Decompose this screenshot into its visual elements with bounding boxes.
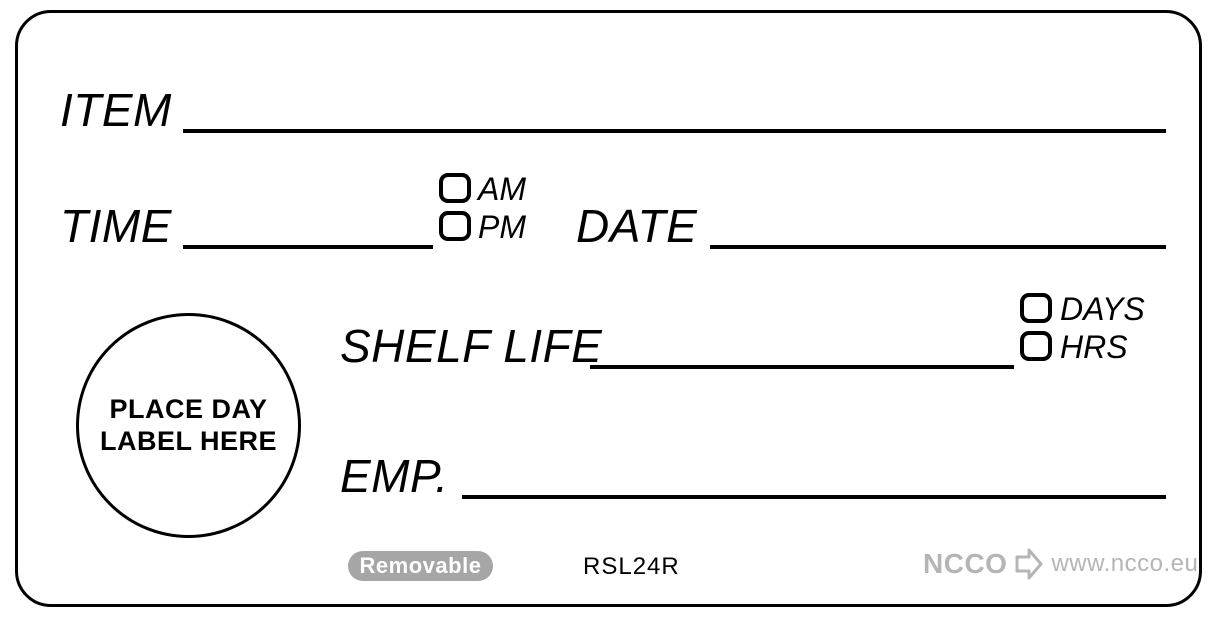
item-label: ITEM <box>60 83 172 137</box>
days-checkbox[interactable] <box>1020 293 1052 323</box>
removable-text: Removable <box>360 553 482 579</box>
day-label-circle[interactable]: PLACE DAY LABEL HERE <box>76 313 301 538</box>
hrs-checkbox[interactable] <box>1020 331 1052 361</box>
hrs-label: HRS <box>1060 329 1128 366</box>
date-underline[interactable] <box>710 245 1166 249</box>
pm-label: PM <box>478 209 526 246</box>
shelf-life-underline[interactable] <box>590 365 1014 369</box>
brand-url: www.ncco.eu <box>1051 550 1198 578</box>
emp-underline[interactable] <box>462 495 1166 499</box>
sku-code: RSL24R <box>583 553 680 581</box>
date-label: DATE <box>576 199 697 253</box>
day-circle-line1: PLACE DAY <box>109 394 267 424</box>
label-card: ITEM TIME AM PM DATE SHELF LIFE DAYS HRS… <box>15 10 1202 607</box>
brand-arrow-icon <box>1015 547 1043 581</box>
emp-label: EMP. <box>340 449 449 503</box>
pm-checkbox[interactable] <box>439 211 471 241</box>
time-underline[interactable] <box>183 245 433 249</box>
brand-name: NCCO <box>923 548 1007 580</box>
removable-pill: Removable <box>348 551 493 581</box>
item-underline[interactable] <box>183 129 1166 133</box>
am-label: AM <box>478 171 526 208</box>
am-checkbox[interactable] <box>439 173 471 203</box>
time-label: TIME <box>60 199 172 253</box>
days-label: DAYS <box>1060 291 1145 328</box>
shelf-life-label: SHELF LIFE <box>340 319 602 373</box>
brand-block: NCCO www.ncco.eu <box>923 547 1198 581</box>
day-label-circle-text: PLACE DAY LABEL HERE <box>100 394 277 458</box>
day-circle-line2: LABEL HERE <box>100 426 277 456</box>
